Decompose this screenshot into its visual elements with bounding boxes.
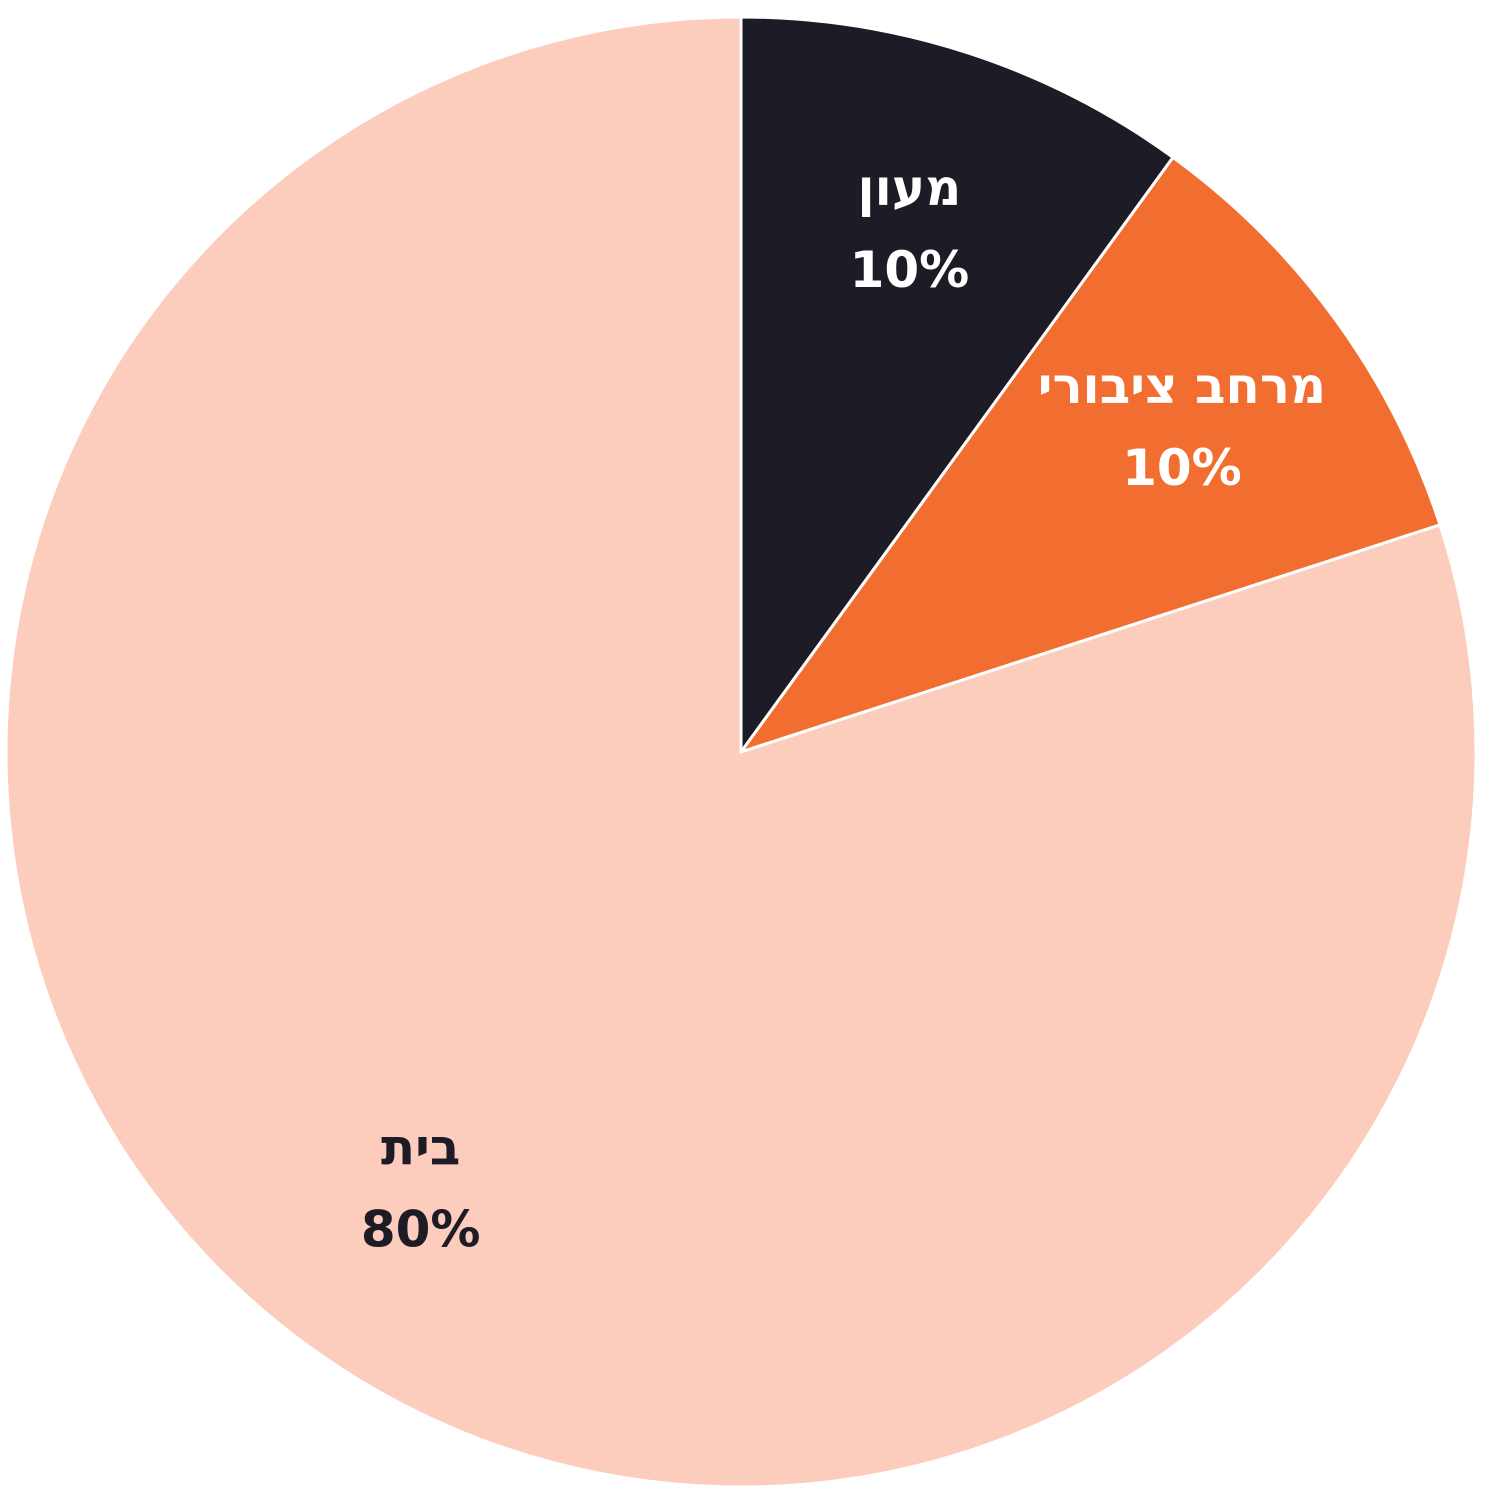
pie-slice: [737, 155, 1442, 755]
slice-label: בית: [381, 1118, 460, 1176]
pie-slice: [4, 15, 1478, 1489]
slice-value-label: 80%: [361, 1200, 481, 1258]
pie-slice: [739, 15, 1176, 757]
slice-label: מרחב ציבורי: [1038, 357, 1326, 415]
slice-value-label: 10%: [1122, 439, 1242, 497]
slice-value-label: 10%: [850, 241, 970, 299]
slice-label: מעון: [858, 159, 962, 217]
